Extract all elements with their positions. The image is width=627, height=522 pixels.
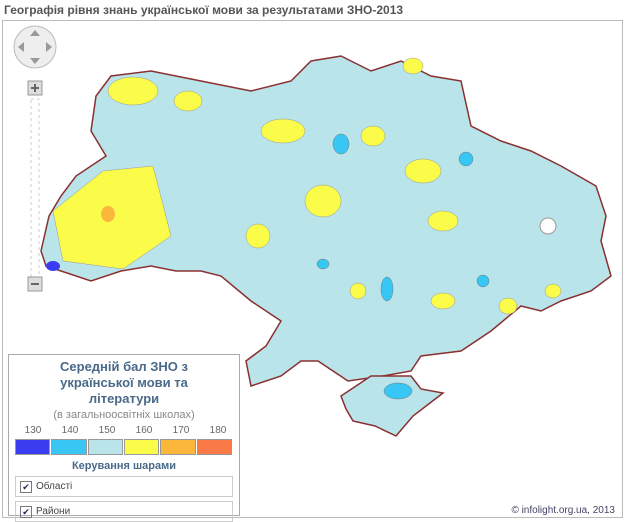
region (430, 292, 456, 310)
layers-title: Керування шарами (71, 460, 177, 472)
region (101, 206, 115, 222)
legend-color (160, 439, 196, 455)
layer-row[interactable]: ✔ Області (15, 476, 233, 497)
region (404, 158, 442, 184)
legend-color (51, 439, 87, 455)
region (349, 282, 367, 300)
region (260, 118, 306, 144)
region (46, 261, 60, 271)
legend-tick-label: 180 (209, 425, 227, 436)
legend-tick-label: 130 (24, 425, 42, 436)
legend-ticks: 130 140 150 160 170 180 (9, 425, 239, 439)
region (539, 217, 557, 235)
page-title: Географія рівня знань української мови з… (4, 3, 404, 17)
region (380, 276, 394, 302)
legend-color (15, 439, 51, 455)
crimea (340, 375, 445, 437)
region (304, 184, 342, 218)
legend-title: Середній бал ЗНО з української мови та л… (60, 359, 188, 406)
legend-scale (15, 439, 233, 455)
legend-color (87, 439, 123, 455)
checkbox[interactable]: ✔ (20, 480, 32, 493)
credit[interactable]: © infolight.org.ua, 2013 (511, 505, 615, 516)
region (360, 125, 386, 147)
checkbox[interactable]: ✔ (20, 505, 32, 518)
map-canvas (13, 25, 612, 437)
layer-label: Області (36, 481, 73, 492)
region (498, 297, 518, 315)
legend-subtitle: (в загальноосвітніх школах) (53, 409, 195, 421)
region (316, 258, 330, 270)
legend-tick-label: 170 (172, 425, 190, 436)
region (332, 133, 350, 155)
legend-tick-label: 160 (135, 425, 153, 436)
region (427, 210, 459, 232)
legend: Середній бал ЗНО з української мови та л… (8, 354, 240, 522)
region (544, 283, 562, 299)
layer-row[interactable]: ✔ Райони (15, 501, 233, 522)
region (383, 382, 413, 400)
legend-color (123, 439, 160, 455)
region (402, 57, 424, 75)
region (107, 76, 159, 106)
layer-label: Райони (36, 506, 71, 517)
region (245, 223, 271, 249)
country (40, 55, 612, 387)
legend-color (196, 439, 232, 455)
legend-tick-label: 140 (61, 425, 79, 436)
layers-list: ✔Області✔Райони✔Міста обл.підпорядкуванн… (9, 476, 239, 522)
regions-blue (316, 133, 490, 400)
plus (31, 84, 39, 92)
region (476, 274, 490, 288)
legend-tick-label: 150 (98, 425, 116, 436)
region (458, 151, 474, 167)
pan-control[interactable] (13, 25, 57, 69)
region (173, 90, 203, 112)
zoom-control[interactable] (13, 25, 57, 292)
zoom-slider[interactable] (30, 98, 40, 280)
